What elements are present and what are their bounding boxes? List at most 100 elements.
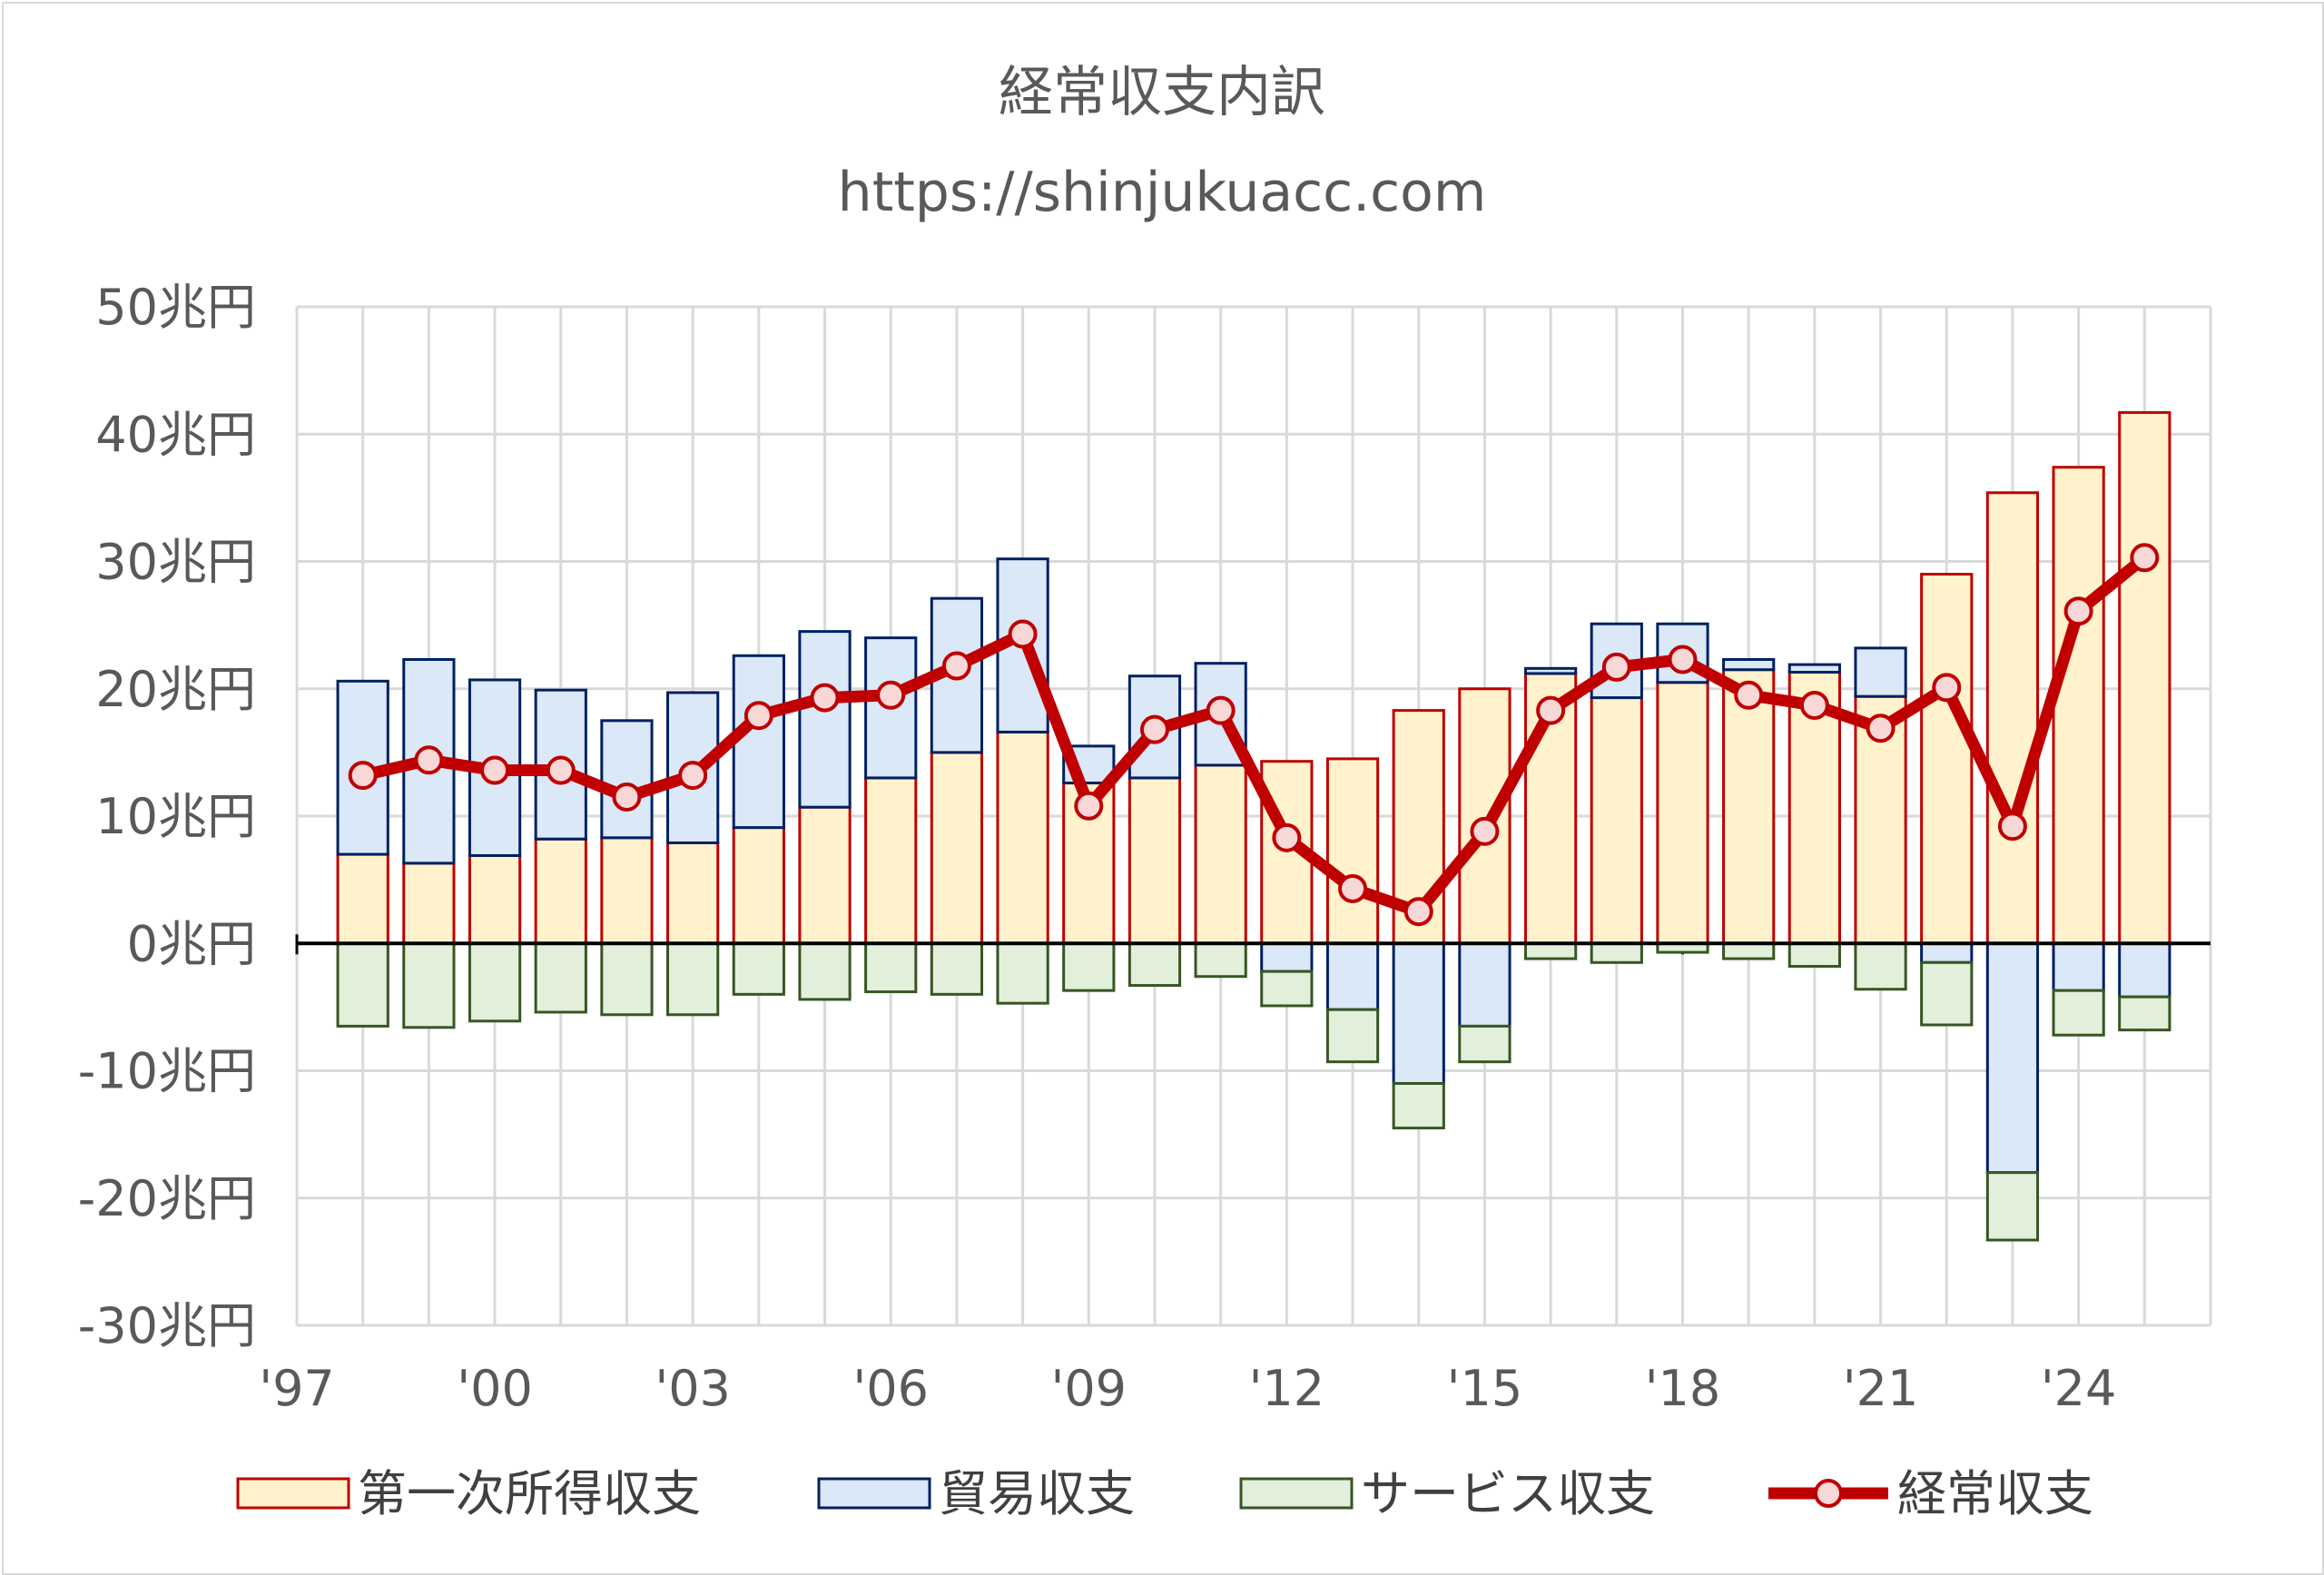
- bar: [1128, 941, 1182, 988]
- bar: [468, 853, 522, 945]
- bar: [1985, 1171, 2040, 1242]
- y-tick-label: -10兆円: [78, 1043, 256, 1100]
- current-account-line: [348, 543, 2160, 927]
- bar: [2052, 989, 2105, 1037]
- x-tick-label: '21: [1843, 1360, 1919, 1417]
- bar: [1392, 1082, 1445, 1130]
- data-point: [743, 701, 773, 731]
- data-point: [1866, 714, 1896, 743]
- legend-label: 経常収支: [1897, 1465, 2093, 1522]
- bar: [600, 836, 654, 945]
- bar: [336, 941, 389, 1028]
- bar: [732, 941, 785, 996]
- bar: [402, 861, 456, 945]
- bar: [798, 941, 852, 1001]
- data-point: [678, 761, 708, 791]
- y-tick-label: -20兆円: [78, 1170, 256, 1227]
- y-tick-label: 10兆円: [95, 788, 256, 845]
- bar: [798, 630, 852, 809]
- bar: [534, 941, 587, 1014]
- bar: [1194, 763, 1247, 945]
- y-axis-ticks: 50兆円 40兆円 30兆円 20兆円 10兆円 0兆円 -10兆円 -20兆円 -30兆円: [78, 279, 256, 1354]
- bar: [2052, 941, 2105, 992]
- data-point: [480, 755, 510, 785]
- chart-subtitle: https://shinjukuacc.com: [838, 161, 1487, 224]
- bar: [1590, 941, 1643, 964]
- bar: [1787, 941, 1841, 968]
- data-point: [876, 680, 906, 710]
- bar: [1920, 941, 1974, 964]
- bar: [666, 941, 720, 1017]
- legend-swatch: [817, 1477, 931, 1510]
- data-point: [1536, 695, 1566, 725]
- bar: [732, 654, 785, 830]
- bar: [1062, 941, 1116, 992]
- bar: [1325, 941, 1380, 1011]
- bar: [864, 941, 918, 994]
- bar: [1458, 941, 1512, 1028]
- legend-swatch: [1239, 1477, 1354, 1510]
- bar: [2118, 995, 2171, 1032]
- bar: [1722, 668, 1776, 945]
- bar: [336, 852, 389, 945]
- bar: [1590, 696, 1643, 945]
- bar: [996, 730, 1049, 945]
- bar: [1325, 1008, 1380, 1064]
- x-tick-label: '97: [259, 1360, 335, 1417]
- bar: [468, 941, 522, 1023]
- data-point: [2063, 596, 2093, 626]
- bar: [1260, 970, 1314, 1008]
- data-point: [1074, 791, 1104, 821]
- data-point: [348, 761, 378, 791]
- legend: 第一次所得収支 貿易収支 サービス収支 経常収支: [236, 1465, 2093, 1522]
- bar: [1722, 657, 1776, 672]
- bar: [1985, 491, 2040, 945]
- bar: [1787, 663, 1841, 674]
- data-point: [1338, 873, 1368, 903]
- data-point: [1403, 897, 1433, 927]
- data-point: [2130, 543, 2160, 573]
- legend-label: 貿易収支: [939, 1465, 1135, 1522]
- bar: [1985, 941, 2040, 1175]
- bar: [534, 837, 587, 945]
- bar: [1194, 941, 1247, 979]
- data-point: [414, 745, 444, 775]
- x-axis-ticks: '97 '00 '03 '06 '09 '12 '15 '18 '21 '24: [259, 934, 2116, 1417]
- bar: [1854, 941, 1907, 991]
- x-tick-label: '00: [457, 1360, 533, 1417]
- bar: [1392, 941, 1445, 1086]
- data-point: [1799, 690, 1829, 720]
- bar: [1920, 573, 1974, 945]
- data-point: [1932, 673, 1962, 703]
- data-point: [612, 782, 642, 812]
- bars: [336, 410, 2171, 1242]
- bar: [402, 941, 456, 1029]
- bar: [1920, 960, 1974, 1027]
- data-point: [546, 755, 576, 785]
- bar: [732, 826, 785, 945]
- data-point: [1997, 812, 2027, 842]
- y-tick-label: 50兆円: [95, 279, 256, 336]
- legend-label: 第一次所得収支: [358, 1465, 701, 1522]
- data-point: [1734, 680, 1764, 710]
- y-tick-label: 0兆円: [127, 915, 256, 972]
- bar: [864, 776, 918, 945]
- legend-swatch: [236, 1477, 350, 1510]
- bar: [996, 941, 1049, 1005]
- bar: [1128, 776, 1182, 945]
- bar: [930, 941, 984, 996]
- data-point: [1139, 714, 1169, 744]
- data-point: [941, 651, 971, 681]
- legend-label: サービス収支: [1361, 1465, 1655, 1522]
- bar: [1458, 687, 1512, 945]
- data-point: [1008, 619, 1038, 649]
- bar: [2118, 410, 2171, 945]
- data-point: [1470, 816, 1500, 846]
- x-tick-label: '18: [1645, 1360, 1721, 1417]
- bar: [1722, 941, 1776, 960]
- bar: [1523, 941, 1578, 960]
- x-tick-label: '06: [852, 1360, 929, 1417]
- data-point: [1601, 652, 1631, 682]
- data-point: [1272, 822, 1302, 852]
